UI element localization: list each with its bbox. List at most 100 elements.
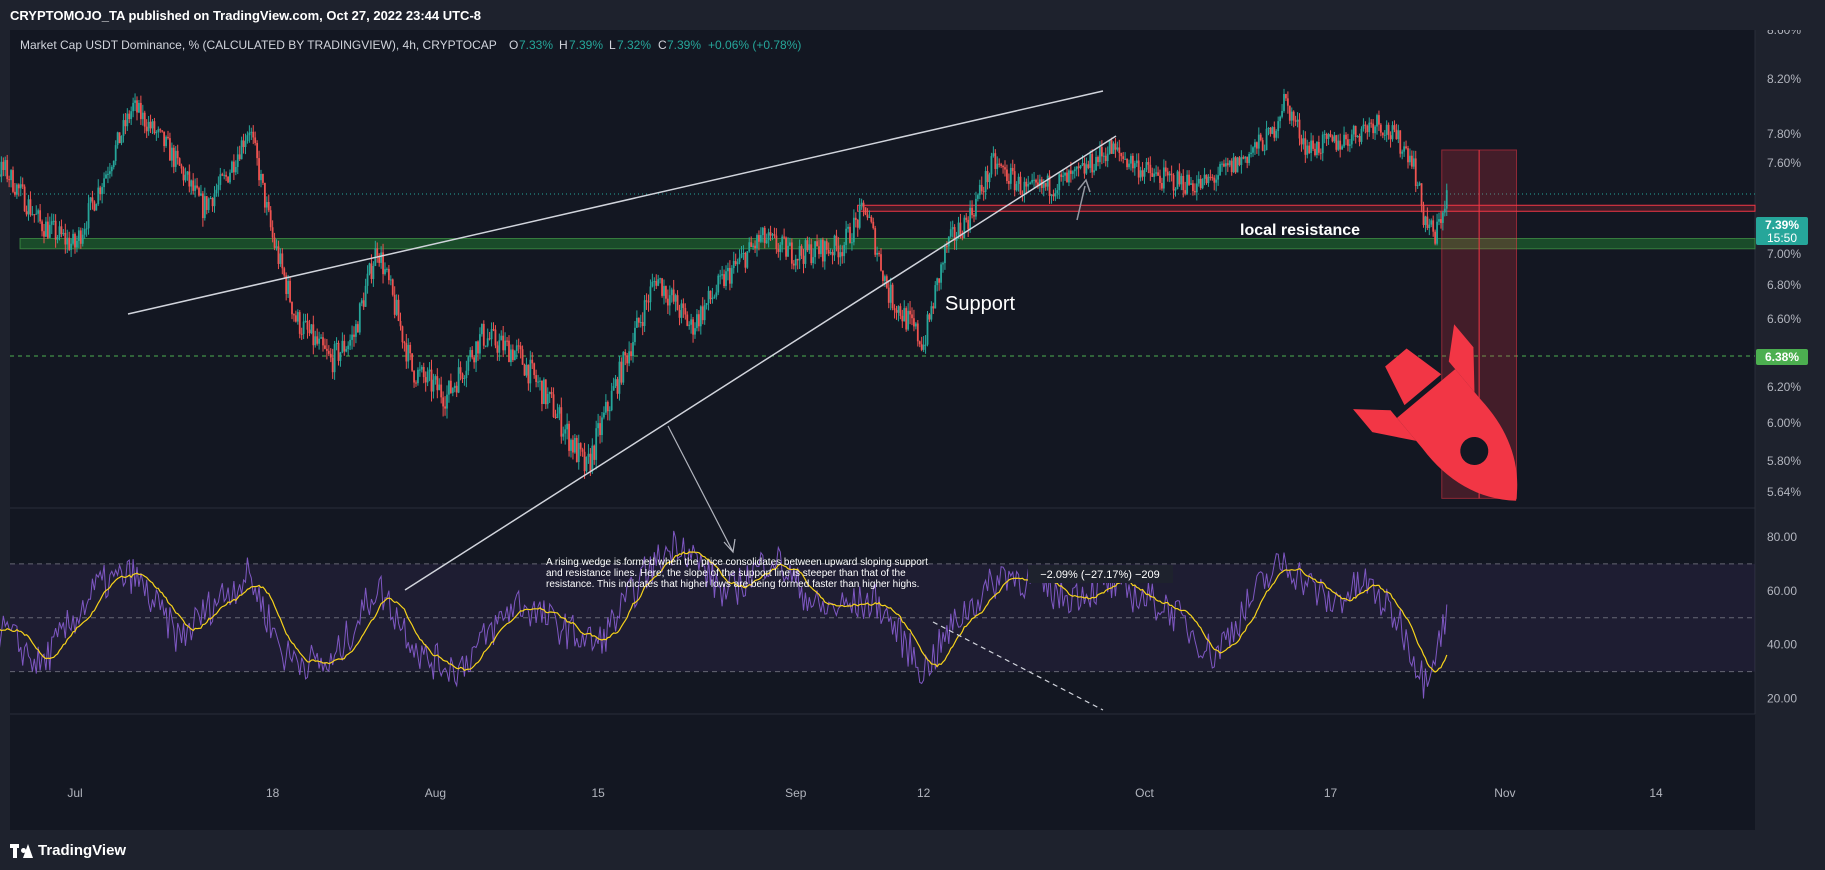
tradingview-logo[interactable]: TradingView: [10, 842, 126, 859]
candle-body: [461, 373, 464, 379]
candle-body: [1242, 157, 1245, 159]
candle-body: [293, 314, 295, 316]
candle-body: [45, 221, 47, 237]
chart-area[interactable]: 8.60%8.20%7.80%7.60%7.20%7.00%6.80%6.60%…: [0, 23, 1825, 830]
candle-body: [1255, 142, 1258, 149]
candle-body: [1399, 130, 1402, 154]
candle-body: [1164, 167, 1167, 172]
candle-body: [1180, 175, 1183, 185]
candle-body: [380, 252, 383, 263]
candle-body: [1174, 189, 1177, 191]
candle-body: [800, 246, 803, 256]
candle-body: [337, 342, 340, 361]
candle-body: [403, 342, 406, 344]
candle-body: [1416, 185, 1419, 187]
candle-body: [775, 235, 778, 249]
candle-body: [1319, 152, 1322, 154]
note-arrow-head: [723, 538, 736, 554]
candle-body: [281, 253, 284, 269]
rsi-layer: [0, 530, 1448, 699]
candle-body: [767, 232, 770, 241]
candle-body: [207, 198, 210, 211]
candle-body: [947, 236, 950, 247]
candle-body: [101, 187, 104, 195]
candle-body: [682, 303, 685, 308]
candle-body: [858, 205, 861, 228]
candle-body: [678, 310, 681, 318]
candle-body: [66, 237, 69, 245]
rocket-icon: [1353, 324, 1518, 501]
candle-body: [1102, 155, 1105, 157]
candle-body: [1000, 164, 1003, 166]
candle-body: [715, 292, 718, 297]
candle-body: [391, 279, 394, 295]
candle-body: [851, 242, 853, 244]
candle-body: [566, 423, 569, 430]
candle-body: [521, 349, 524, 365]
candle-body: [738, 257, 741, 263]
candle-body: [1329, 134, 1332, 137]
projection-arrow-line: [1076, 185, 1086, 221]
candle-body: [1083, 163, 1086, 174]
candle-body: [1246, 156, 1249, 164]
candle-body: [930, 306, 933, 320]
candle-body: [969, 207, 972, 230]
candle-body: [1048, 175, 1051, 196]
candle-body: [1027, 184, 1030, 187]
candle-body: [806, 240, 809, 251]
candle-body: [709, 290, 712, 300]
candle-body: [676, 295, 679, 311]
candle-body: [666, 298, 669, 306]
candle-body: [362, 300, 365, 307]
candle-body: [1149, 164, 1152, 174]
wedge-note-line-1: A rising wedge is formed when the price …: [546, 557, 928, 568]
candle-body: [914, 323, 917, 327]
candle-body: [994, 153, 997, 169]
candle-body: [525, 364, 528, 376]
candle-body: [479, 334, 481, 354]
candle-body: [1317, 141, 1320, 153]
current-price-badge: [1756, 217, 1808, 245]
chart-svg[interactable]: 8.60%8.20%7.80%7.60%7.20%7.00%6.80%6.60%…: [0, 23, 1825, 830]
candle-body: [141, 112, 144, 120]
candle-body: [291, 301, 293, 315]
candle-body: [957, 222, 960, 238]
candle-body: [194, 185, 197, 191]
candle-body: [1159, 175, 1161, 183]
candle-body: [35, 213, 38, 215]
candle-body: [498, 340, 501, 353]
candle-body: [1273, 127, 1276, 138]
candle-body: [1143, 169, 1146, 177]
candle-body: [1182, 175, 1185, 191]
candle-body: [916, 323, 919, 342]
candle-body: [1162, 167, 1165, 189]
candle-body: [1037, 182, 1039, 186]
candle-body: [56, 237, 59, 240]
candle-body: [25, 211, 28, 215]
candle-body: [785, 237, 787, 257]
time-tick-label: Sep: [785, 786, 807, 800]
candle-body: [975, 198, 977, 217]
candle-body: [1190, 183, 1192, 185]
candle-body: [570, 439, 572, 451]
rsi-ma-line: [0, 551, 1448, 673]
candle-body: [353, 334, 355, 337]
candle-body: [771, 234, 774, 236]
candle-body: [8, 179, 11, 181]
candle-body: [60, 226, 63, 235]
candle-body: [992, 153, 995, 157]
candle-body: [971, 207, 973, 216]
candle-body: [1383, 134, 1386, 136]
candle-body: [250, 131, 253, 133]
candle-body: [748, 242, 751, 252]
candle-body: [651, 281, 654, 287]
candle-body: [901, 315, 904, 322]
candle-body: [612, 386, 615, 391]
candle-body: [1054, 193, 1057, 197]
time-tick-label: 15: [591, 786, 605, 800]
candle-body: [1106, 153, 1109, 162]
candle-body: [0, 161, 3, 177]
candle-body: [504, 340, 507, 351]
candle-body: [395, 299, 398, 315]
candle-body: [1331, 136, 1334, 142]
